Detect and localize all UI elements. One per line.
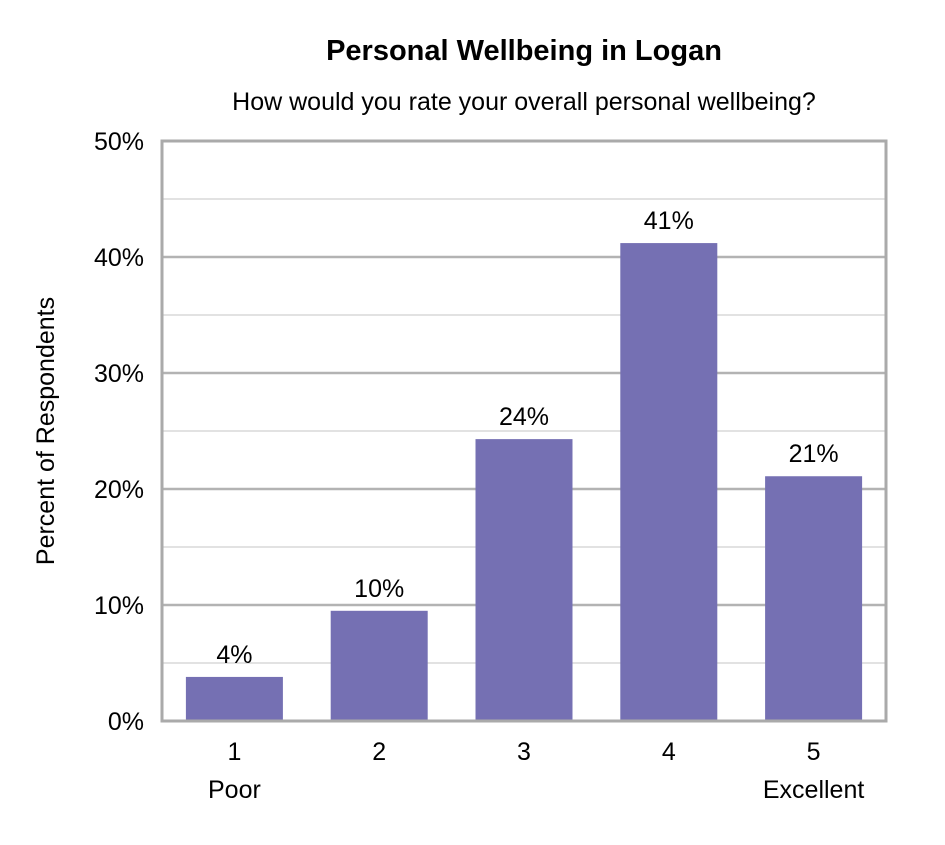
- y-tick-label: 40%: [94, 244, 144, 272]
- x-tick-label: 3: [517, 738, 531, 766]
- bar-5: [765, 476, 863, 721]
- data-label: 24%: [499, 403, 549, 431]
- y-tick-label: 10%: [94, 592, 144, 620]
- data-label: 4%: [216, 641, 252, 669]
- data-label: 10%: [354, 575, 404, 603]
- chart-subtitle: How would you rate your overall personal…: [232, 88, 816, 116]
- data-label: 41%: [644, 207, 694, 235]
- y-tick-label: 30%: [94, 360, 144, 388]
- y-tick-label: 50%: [94, 128, 144, 156]
- x-tick-label: 1: [227, 738, 241, 766]
- x-tick-label: 2: [372, 738, 386, 766]
- x-tick-sublabel: Excellent: [763, 776, 864, 804]
- x-tick-label: 5: [807, 738, 821, 766]
- plot-area-border: [160, 139, 888, 723]
- y-tick-label: 20%: [94, 476, 144, 504]
- bar-3: [475, 439, 573, 721]
- bar-4: [620, 243, 718, 721]
- y-tick-label: 0%: [108, 708, 144, 736]
- x-tick-label: 4: [662, 738, 676, 766]
- x-tick-sublabel: Poor: [208, 776, 261, 804]
- y-axis-label: Percent of Respondents: [32, 297, 60, 565]
- data-label: 21%: [789, 440, 839, 468]
- bar-2: [330, 610, 428, 721]
- chart-title: Personal Wellbeing in Logan: [326, 35, 722, 67]
- bar-1: [185, 676, 283, 721]
